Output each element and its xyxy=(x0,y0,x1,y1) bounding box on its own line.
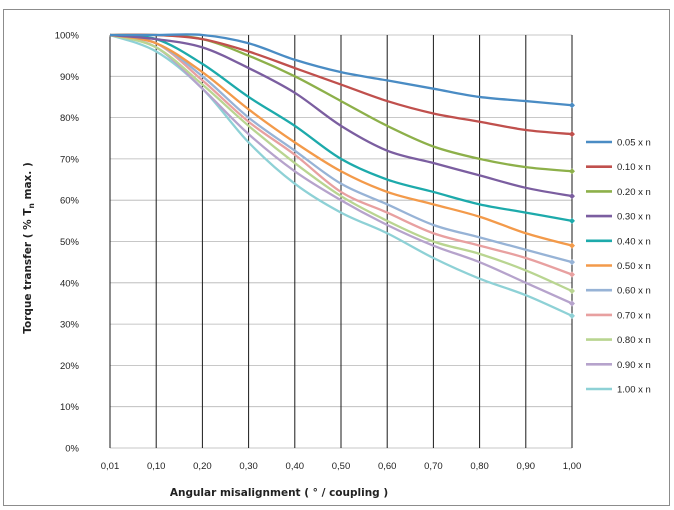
x-tick-label: 0,80 xyxy=(470,461,489,472)
x-tick-label: 0,70 xyxy=(424,461,443,472)
x-tick-label: 0,60 xyxy=(378,461,397,472)
legend: 0.05 x n 0.10 x n 0.20 x n 0.30 x n 0.40 x n… xyxy=(586,138,651,396)
legend-item: 0.50 x n xyxy=(586,261,651,272)
series-line-0-05-x-n xyxy=(110,33,573,107)
series-line-0-50-x-n xyxy=(109,33,573,247)
legend-label: 0.50 x n xyxy=(617,261,651,272)
series-end-marker xyxy=(569,168,575,175)
legend-item: 0.90 x n xyxy=(586,360,651,371)
series-line-0-60-x-n xyxy=(109,33,573,264)
legend-label: 0.80 x n xyxy=(617,335,651,346)
x-axis-title: Angular misalignment ( ° / coupling ) xyxy=(170,487,388,499)
torque-chart: 0%10%20%30%40%50%60%70%80%90%100% 0,01 0,… xyxy=(22,31,651,500)
series-end-marker xyxy=(569,288,575,295)
legend-label: 0.90 x n xyxy=(617,360,651,371)
series-line-0-90-x-n xyxy=(109,33,573,305)
legend-label: 0.60 x n xyxy=(617,286,651,297)
x-tick-label: 0,40 xyxy=(286,461,305,472)
legend-label: 0.10 x n xyxy=(617,162,651,173)
legend-item: 0.40 x n xyxy=(586,236,651,247)
series-end-marker xyxy=(569,259,575,266)
legend-label: 0.70 x n xyxy=(617,310,651,321)
legend-item: 1.00 x n xyxy=(586,385,651,396)
x-tick-label: 0,10 xyxy=(147,461,166,472)
legend-item: 0.70 x n xyxy=(586,310,651,321)
y-axis-title-main: Torque transfer ( % T xyxy=(22,208,34,334)
x-tick-labels: 0,01 0,10 0,20 0,30 0,40 0,50 0,60 0,70 0,80 0,90… xyxy=(101,461,582,472)
series-end-marker xyxy=(569,102,575,109)
series-end-marker xyxy=(569,300,575,307)
series-end-marker xyxy=(569,131,575,138)
x-tick-label: 0,90 xyxy=(517,461,536,472)
x-tick-label: 1,00 xyxy=(563,461,582,472)
y-axis-title-subscript: n xyxy=(27,203,36,208)
series-line-0-80-x-n xyxy=(109,33,573,293)
legend-item: 0.60 x n xyxy=(586,286,651,297)
legend-item: 0.20 x n xyxy=(586,187,651,198)
legend-item: 0.80 x n xyxy=(586,335,651,346)
y-tick-label: 10% xyxy=(60,402,80,413)
chart-frame: 0% 10% 20% 30% 40% 50% 60% 70% 80% 90% 100% 0,01 0,… xyxy=(3,9,670,506)
x-tick-label: 0,50 xyxy=(332,461,351,472)
legend-label: 0.40 x n xyxy=(617,236,651,247)
legend-label: 1.00 x n xyxy=(617,385,651,396)
series-end-marker xyxy=(569,242,575,249)
y-axis-title: Torque transfer ( % Tn max. ) xyxy=(22,162,36,334)
y-tick-label: 70% xyxy=(60,154,80,165)
x-tick-label: 0,20 xyxy=(193,461,212,472)
y-tick-label: 20% xyxy=(60,361,80,372)
y-tick-label: 40% xyxy=(60,278,80,289)
series-line-0-10-x-n xyxy=(109,33,573,136)
y-tick-label: 50% xyxy=(60,237,80,248)
y-tick-label: 90% xyxy=(60,72,80,83)
y-tick-label: 80% xyxy=(60,113,80,124)
legend-item: 0.30 x n xyxy=(586,212,651,223)
series-end-marker xyxy=(569,193,575,200)
y-tick-label: 60% xyxy=(60,196,80,207)
series-line-0-70-x-n xyxy=(109,33,573,276)
y-axis-title-tail: max. ) xyxy=(22,162,34,203)
y-tick-label: 100% xyxy=(55,31,80,42)
legend-label: 0.30 x n xyxy=(617,212,651,223)
legend-item: 0.05 x n xyxy=(586,138,651,149)
series-lines xyxy=(109,33,575,319)
y-tick-labels: 0% 10% 20% 30% 40% 50% 60% 70% 80% 90% 100% xyxy=(55,31,80,455)
y-tick-label: 30% xyxy=(60,320,80,331)
series-end-marker xyxy=(569,312,575,319)
series-end-marker xyxy=(569,217,575,224)
x-tick-label: 0,30 xyxy=(239,461,258,472)
series-line-0-30-x-n xyxy=(109,33,573,198)
legend-label: 0.20 x n xyxy=(617,187,651,198)
legend-label: 0.05 x n xyxy=(617,138,651,149)
series-end-marker xyxy=(569,271,575,278)
legend-item: 0.10 x n xyxy=(586,162,651,173)
y-tick-label: 0% xyxy=(65,444,79,455)
grid-lines xyxy=(109,34,573,449)
series-line-0-40-x-n xyxy=(109,33,573,222)
x-tick-label: 0,01 xyxy=(101,461,120,472)
